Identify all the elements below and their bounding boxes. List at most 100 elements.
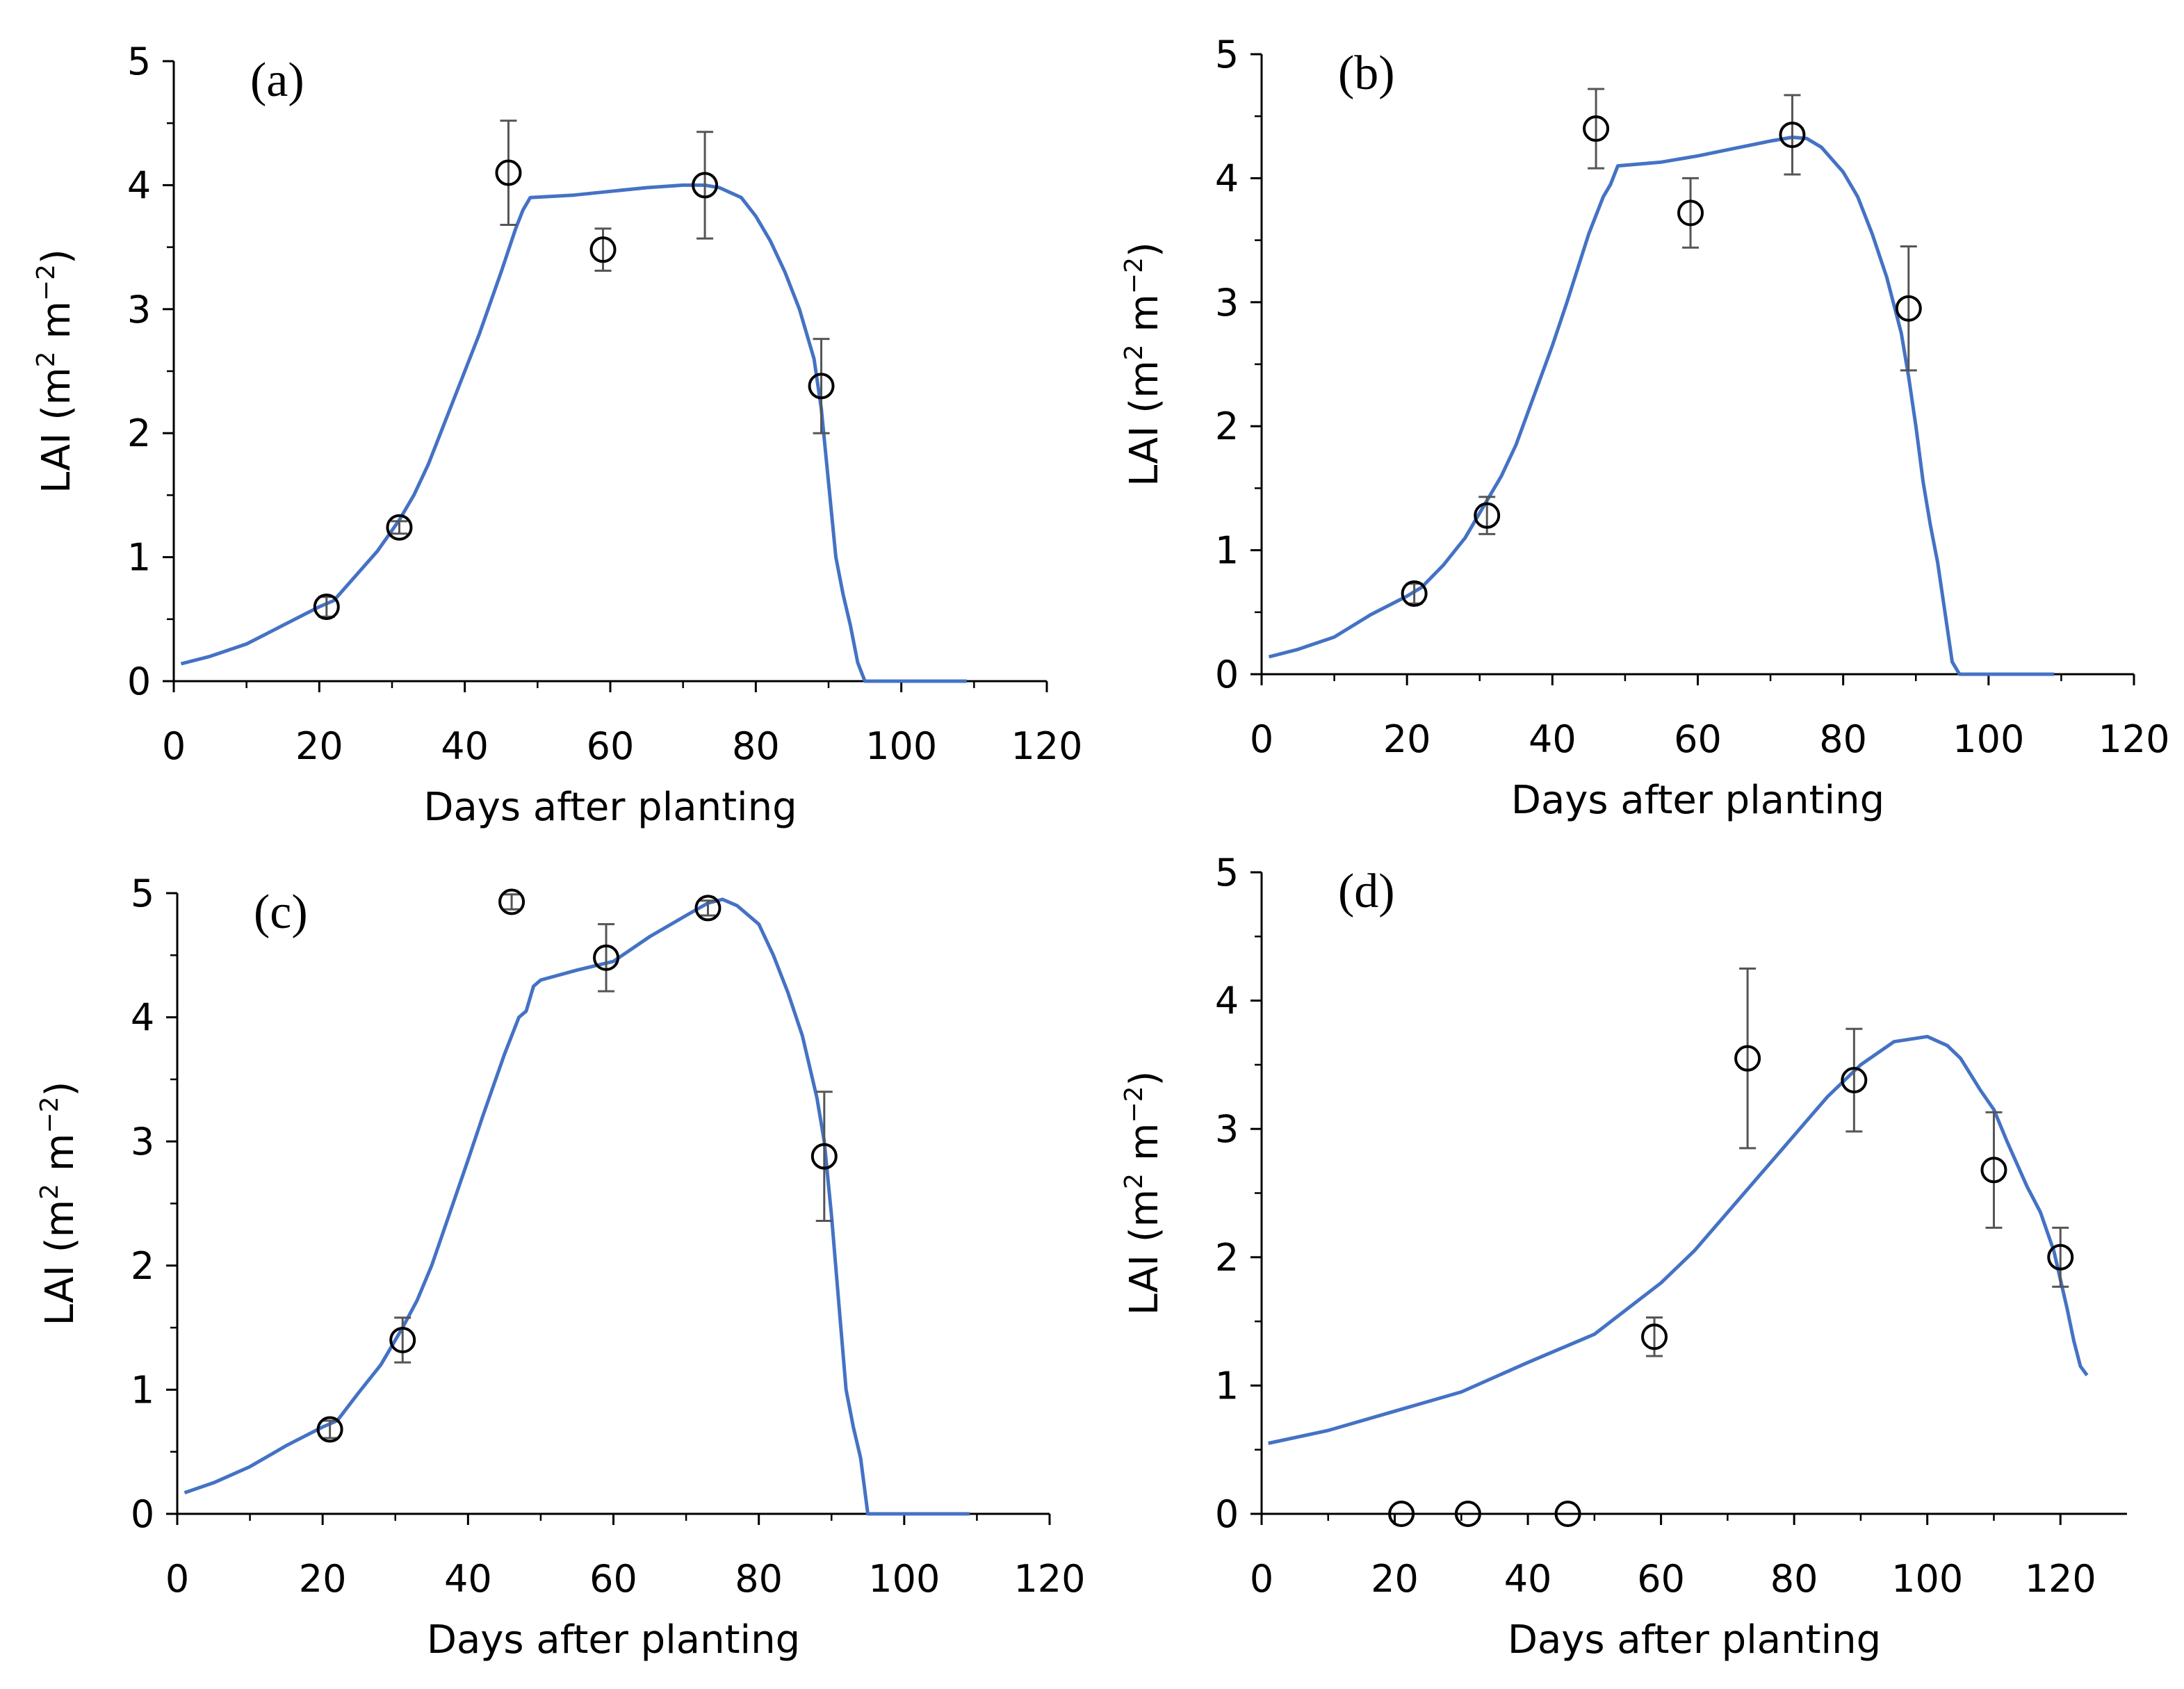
observed-lai-point: [1583, 115, 1610, 142]
x-tick-label: 120: [2098, 717, 2169, 761]
y-axis-title-superscript: −2: [1120, 257, 1148, 294]
x-tick-label: 80: [1819, 717, 1867, 761]
y-axis-title-superscript: −2: [1120, 1086, 1148, 1123]
panel-a: 0 1 2 3 4 5 0 20 40 60 80 100 120 Days after planting…: [32, 40, 1083, 830]
y-axis-title-part: m: [38, 1134, 83, 1184]
x-axis-title: Days after planting: [1511, 778, 1884, 823]
y-axis-title: LAI (m2 m−2): [32, 249, 79, 493]
y-axis-title-part: ): [38, 1082, 83, 1097]
observed-lai-point: [593, 944, 620, 971]
y-axis-title-part: LAI (m: [34, 367, 79, 493]
y-tick-label: 2: [1215, 405, 1239, 448]
observed-lai-point: [1474, 502, 1501, 529]
x-tick-label: 20: [295, 724, 343, 768]
simulated-lai-line: [1268, 1034, 2089, 1445]
observed-lai-point: [1677, 199, 1704, 227]
observed-lai-point: [1779, 121, 1806, 148]
y-tick-label: 4: [127, 163, 151, 207]
observed-lai-point: [313, 593, 340, 620]
y-tick-label: 2: [127, 411, 151, 455]
x-tick-label: 80: [732, 724, 780, 768]
y-axis-title: LAI (m2 m−2): [1120, 242, 1167, 487]
x-tick-label: 100: [1891, 1557, 1963, 1601]
x-axis-title: Days after planting: [423, 785, 797, 830]
y-axis-title-part: LAI (m: [1122, 360, 1167, 487]
observed-lai-point: [692, 172, 719, 199]
x-tick-label: 20: [1383, 717, 1431, 761]
panel-d: 0 1 2 3 4 5 0 20 40 60 80 100 120 Days after planting…: [1120, 851, 2127, 1663]
y-tick-label: 5: [131, 872, 154, 915]
y-tick-label: 3: [127, 288, 151, 332]
simulated-lai-line: [180, 183, 967, 683]
x-tick-label: 120: [1013, 1557, 1085, 1601]
x-axis-title: Days after planting: [1508, 1617, 1881, 1663]
y-axis-title: LAI (m2 m−2): [35, 1082, 83, 1326]
x-tick-label: 100: [1953, 717, 2024, 761]
x-tick-label: 100: [868, 1557, 940, 1601]
x-tick-label: 60: [1637, 1557, 1685, 1601]
x-axis-title: Days after planting: [427, 1617, 800, 1663]
y-tick-label: 1: [127, 536, 151, 580]
y-axis-title-superscript: 2: [32, 351, 60, 367]
y-tick-label: 5: [127, 40, 151, 83]
x-tick-label: 40: [1529, 717, 1576, 761]
observed-lai-point: [495, 159, 522, 186]
x-tick-label: 0: [165, 1557, 189, 1601]
x-tick-label: 60: [1674, 717, 1722, 761]
x-tick-label: 40: [444, 1557, 492, 1601]
x-tick-label: 40: [1504, 1557, 1552, 1601]
y-tick-label: 3: [1215, 281, 1239, 325]
y-tick-label: 1: [131, 1368, 154, 1412]
panel-c: 0 1 2 3 4 5 0 20 40 60 80 100 120 Days after planting…: [35, 872, 1086, 1663]
panel-b: 0 1 2 3 4 5 0 20 40 60 80 100 120 Days after planting…: [1120, 33, 2170, 823]
x-tick-label: 100: [865, 724, 937, 768]
x-tick-label: 40: [441, 724, 489, 768]
y-tick-label: 1: [1215, 1364, 1239, 1408]
y-tick-label: 5: [1215, 33, 1239, 76]
y-tick-label: 5: [1215, 851, 1239, 895]
panel-label: (d): [1338, 865, 1395, 918]
simulated-lai-line: [184, 897, 970, 1516]
observed-lai-point: [1734, 1045, 1761, 1072]
observed-lai-point: [1554, 1501, 1581, 1527]
y-tick-label: 0: [1215, 1492, 1239, 1536]
y-axis-title-superscript: −2: [32, 264, 60, 301]
x-tick-label: 60: [589, 1557, 637, 1601]
observed-lai-point: [589, 236, 617, 263]
y-axis-title-superscript: −2: [35, 1097, 64, 1134]
observed-lai-point: [386, 514, 413, 541]
observed-lai-point: [2047, 1243, 2074, 1271]
y-tick-label: 3: [131, 1120, 154, 1164]
x-tick-label: 20: [1371, 1557, 1419, 1601]
y-tick-label: 0: [1215, 653, 1239, 696]
y-axis-title-part: ): [1122, 1071, 1167, 1086]
y-axis-title-part: LAI (m: [1122, 1189, 1167, 1316]
x-tick-label: 120: [2025, 1557, 2096, 1601]
y-axis-title-superscript: 2: [35, 1184, 64, 1200]
observed-lai-point: [498, 888, 525, 915]
x-tick-label: 0: [162, 724, 186, 768]
y-tick-label: 3: [1215, 1107, 1239, 1151]
y-tick-label: 1: [1215, 529, 1239, 573]
observed-lai-point: [808, 373, 835, 400]
panel-label: (b): [1338, 47, 1395, 100]
y-tick-label: 4: [1215, 156, 1239, 200]
y-axis-title-part: LAI (m: [38, 1200, 83, 1326]
x-tick-label: 0: [1250, 1557, 1273, 1601]
panel-label: (a): [250, 54, 304, 107]
simulated-lai-line: [1268, 136, 2054, 676]
y-tick-label: 4: [131, 996, 154, 1040]
panel-label: (c): [254, 886, 308, 939]
y-tick-label: 2: [131, 1244, 154, 1288]
y-tick-label: 4: [1215, 979, 1239, 1023]
observed-lai-point: [1841, 1067, 1868, 1094]
y-axis-title-part: m: [1122, 294, 1167, 344]
x-tick-label: 0: [1250, 717, 1273, 761]
x-tick-label: 60: [587, 724, 635, 768]
y-axis-title: LAI (m2 m−2): [1120, 1071, 1167, 1316]
y-axis-title-part: m: [1122, 1123, 1167, 1173]
y-axis-title-part: ): [34, 249, 79, 264]
y-axis-title-part: m: [34, 301, 79, 351]
x-tick-label: 80: [1770, 1557, 1818, 1601]
